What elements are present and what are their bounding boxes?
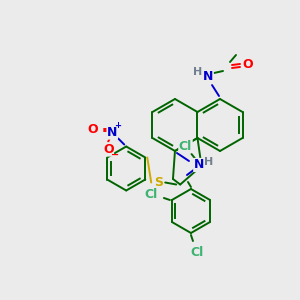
- Text: O: O: [87, 123, 98, 136]
- Text: N: N: [107, 126, 117, 139]
- Text: −: −: [111, 149, 119, 160]
- Text: S: S: [154, 176, 163, 189]
- Text: N: N: [194, 158, 204, 172]
- Text: H: H: [194, 67, 202, 77]
- Text: Cl: Cl: [190, 245, 204, 259]
- Text: Cl: Cl: [179, 140, 192, 152]
- Text: +: +: [114, 121, 121, 130]
- Text: N: N: [203, 70, 213, 83]
- Text: H: H: [204, 157, 214, 167]
- Text: O: O: [103, 143, 113, 156]
- Text: O: O: [243, 58, 253, 71]
- Text: Cl: Cl: [144, 188, 158, 200]
